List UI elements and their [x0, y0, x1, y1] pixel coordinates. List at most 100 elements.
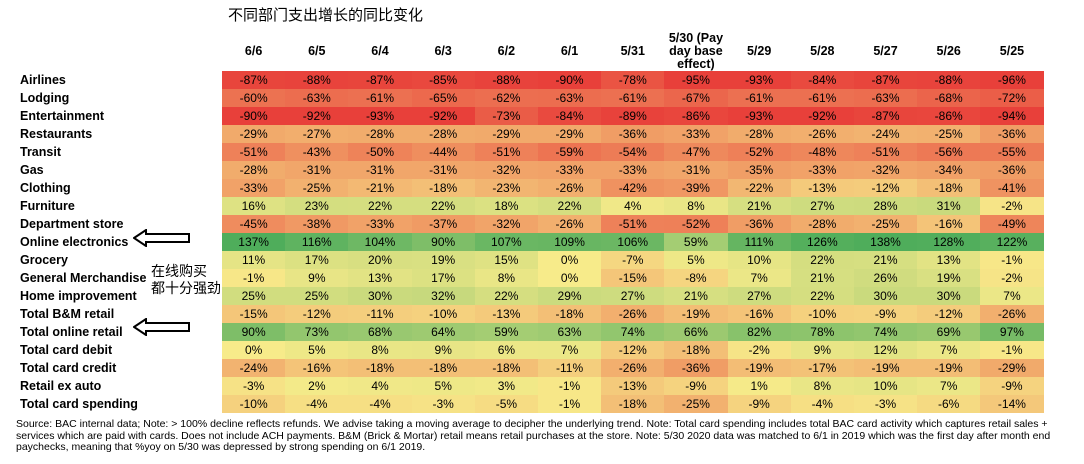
heatmap-cell: -2% [980, 269, 1044, 287]
heatmap-cell: 16% [222, 197, 286, 215]
heatmap-cell: 82% [727, 323, 791, 341]
heatmap-cell: 9% [411, 341, 475, 359]
heatmap-cell: 8% [348, 341, 412, 359]
heatmap-cell: 6% [474, 341, 538, 359]
heatmap-cell: -90% [222, 107, 286, 125]
heatmap-cell: 109% [537, 233, 602, 251]
heatmap-cell: 7% [727, 269, 791, 287]
heatmap-cell: -9% [853, 305, 918, 323]
heatmap-cell: 73% [285, 323, 349, 341]
heatmap-cell: -11% [348, 305, 412, 323]
heatmap-cell: 2% [285, 377, 349, 395]
heatmap-cell: -3% [853, 395, 918, 413]
heatmap-cell: -18% [474, 359, 538, 377]
column-header: 5/30 (Pay day base effect) [668, 31, 724, 71]
heatmap-cell: 63% [537, 323, 602, 341]
heatmap-cell: 21% [727, 197, 791, 215]
heatmap-cell: -21% [348, 179, 412, 197]
heatmap-cell: -4% [348, 395, 412, 413]
annotation-line2: 都十分强劲 [151, 281, 221, 297]
heatmap-cell: 11% [222, 251, 286, 269]
heatmap-cell: -87% [853, 107, 918, 125]
heatmap-cell: -13% [790, 179, 854, 197]
heatmap-cell: 12% [853, 341, 918, 359]
heatmap-cell: 68% [348, 323, 412, 341]
heatmap-cell: -19% [917, 359, 981, 377]
row-label: Home improvement [16, 287, 223, 305]
heatmap-cell: 90% [411, 233, 475, 251]
row-label: Furniture [16, 197, 223, 215]
heatmap-cell: 5% [664, 251, 728, 269]
heatmap-cell: -4% [285, 395, 349, 413]
column-header: 5/26 [936, 44, 961, 58]
heatmap-cell: -28% [411, 125, 475, 143]
heatmap-cell: -32% [474, 215, 538, 233]
table-row: Total online retail 90% 73% 68% 64% 59% 63% 74%… [16, 323, 1044, 341]
heatmap-cell: -94% [980, 107, 1044, 125]
heatmap-cell: -60% [222, 89, 286, 107]
heatmap-cell: -28% [348, 125, 412, 143]
heatmap-cell: 122% [980, 233, 1044, 251]
heatmap-cell: -33% [348, 215, 412, 233]
heatmap-cell: -93% [348, 107, 412, 125]
heatmap-cell: 3% [474, 377, 538, 395]
heatmap-cell: -73% [474, 107, 538, 125]
heatmap-cell: 7% [917, 341, 981, 359]
heatmap-cell: -86% [917, 107, 981, 125]
heatmap-cell: 30% [853, 287, 918, 305]
heatmap-cell: -31% [411, 161, 475, 179]
heatmap-cell: -9% [980, 377, 1044, 395]
row-label: Total B&M retail [16, 305, 223, 323]
heatmap-cell: 32% [411, 287, 475, 305]
heatmap-cell: 104% [348, 233, 412, 251]
heatmap-cell: -3% [411, 395, 475, 413]
heatmap-cell: -16% [285, 359, 349, 377]
heatmap-cell: -1% [980, 251, 1044, 269]
heatmap-cell: -88% [917, 71, 981, 89]
heatmap-cell: 66% [664, 323, 728, 341]
heatmap-cell: -33% [537, 161, 602, 179]
heatmap-cell: -88% [285, 71, 349, 89]
heatmap-cell: -18% [411, 179, 475, 197]
heatmap-cell: -93% [727, 107, 791, 125]
heatmap-cell: -33% [601, 161, 665, 179]
heatmap-cell: 10% [727, 251, 791, 269]
heatmap-cell: 5% [285, 341, 349, 359]
heatmap-cell: -24% [853, 125, 918, 143]
heatmap-cell: 8% [664, 197, 728, 215]
heatmap-cell: -88% [474, 71, 538, 89]
arrow-total-online-icon [133, 318, 190, 336]
heatmap-cell: -31% [348, 161, 412, 179]
heatmap-cell: -85% [411, 71, 475, 89]
heatmap-cell: -15% [601, 269, 665, 287]
heatmap-cell: -12% [853, 179, 918, 197]
heatmap-cell: -48% [790, 143, 854, 161]
row-label: Total online retail [16, 323, 223, 341]
heatmap-cell: -90% [537, 71, 602, 89]
column-header: 6/5 [308, 44, 326, 58]
heatmap-cell: -86% [664, 107, 728, 125]
header-blank [16, 32, 222, 71]
heatmap-cell: 23% [285, 197, 349, 215]
heatmap-cell: -18% [917, 179, 981, 197]
heatmap-cell: -63% [537, 89, 602, 107]
row-label: Lodging [16, 89, 223, 107]
table-row: Department store -45% -38% -33% -37% -32% -26%… [16, 215, 1044, 233]
row-label: Total card spending [16, 395, 223, 413]
heatmap-cell: 7% [917, 377, 981, 395]
heatmap-cell: -16% [917, 215, 981, 233]
heatmap-cell: -26% [790, 125, 854, 143]
heatmap-cell: -52% [727, 143, 791, 161]
heatmap-cell: -16% [727, 305, 791, 323]
heatmap-cell: -84% [790, 71, 854, 89]
heatmap-cell: 8% [790, 377, 854, 395]
heatmap-cell: 74% [601, 323, 665, 341]
heatmap-cell: -87% [853, 71, 918, 89]
heatmap-cell: 59% [474, 323, 538, 341]
heatmap-body: Airlines -87% -88% -87% -85% -88% -90% -78% -95%… [16, 71, 1044, 413]
heatmap-cell: -33% [664, 125, 728, 143]
header-row: 6/6 6/5 6/4 6/3 6/2 6/1 5/31 5/30 (Pay day base… [16, 32, 1044, 71]
heatmap-cell: 13% [917, 251, 981, 269]
heatmap-cell: -84% [537, 107, 602, 125]
heatmap-cell: 9% [790, 341, 854, 359]
